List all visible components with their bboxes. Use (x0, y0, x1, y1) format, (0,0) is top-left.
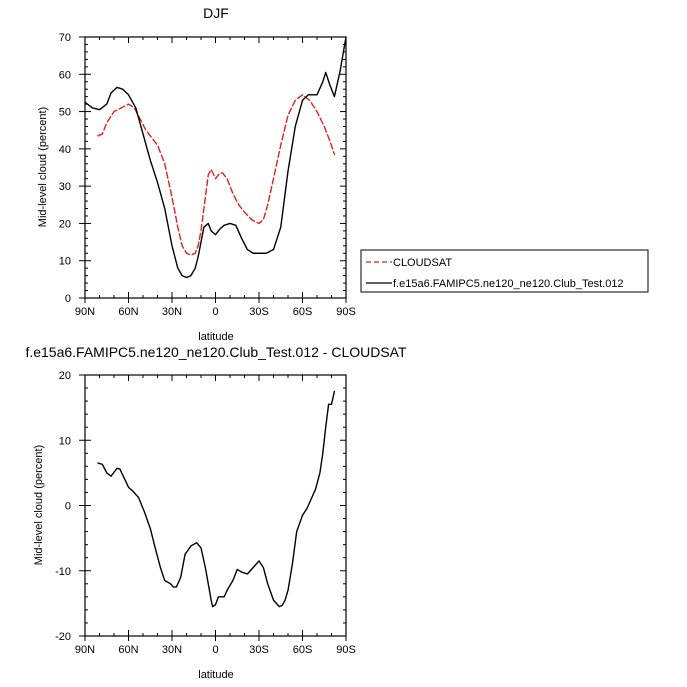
y-tick-label: 50 (59, 107, 71, 119)
bottom-panel: f.e15a6.FAMIPC5.ne120_ne120.Club_Test.01… (25, 344, 407, 681)
y-tick-label: 70 (59, 32, 71, 44)
y-tick-label: -10 (55, 566, 71, 578)
top-series-group (84, 36, 347, 279)
legend-label-cloudsat: CLOUDSAT (393, 257, 452, 269)
x-tick-label: 0 (212, 644, 218, 656)
bottom-series-line-0 (97, 390, 336, 608)
y-tick-label: 60 (59, 69, 71, 81)
x-tick-label: 90S (336, 306, 356, 318)
x-tick-label: 30S (249, 306, 269, 318)
y-tick-label: 10 (59, 435, 71, 447)
x-tick-label: 0 (212, 306, 218, 318)
y-tick-label: 30 (59, 181, 71, 193)
x-tick-label: 90N (75, 306, 95, 318)
top-x-axis-label: latitude (198, 331, 233, 343)
x-tick-label: 60S (293, 644, 313, 656)
legend-box (360, 249, 649, 293)
bottom-axis-ticks: 90N 60N 30N 0 30S 60S 90S -20 -10 0 10 20 (55, 370, 356, 656)
y-tick-label: 10 (59, 256, 71, 268)
bottom-series-group (97, 390, 336, 608)
top-panel: DJF 90N 60N 30N 0 30S 60S 90S 0 10 20 30 40 50 60 70 l… (37, 5, 356, 343)
x-tick-label: 30N (162, 644, 182, 656)
x-tick-label: 30N (162, 306, 182, 318)
legend-label-model: f.e15a6.FAMIPC5.ne120_ne120.Club_Test.01… (393, 278, 624, 290)
x-tick-label: 60S (293, 306, 313, 318)
x-tick-label: 90S (336, 644, 356, 656)
y-tick-label: 20 (59, 218, 71, 230)
top-series-line-0 (97, 94, 336, 256)
x-tick-label: 60N (118, 644, 138, 656)
bottom-x-axis-label: latitude (198, 669, 233, 681)
bottom-plot-frame (84, 374, 347, 637)
y-tick-label: 40 (59, 144, 71, 156)
y-tick-label: 20 (59, 370, 71, 382)
top-plot-frame (84, 36, 347, 299)
top-axis-ticks: 90N 60N 30N 0 30S 60S 90S 0 10 20 30 40 50 60 70 (59, 32, 356, 318)
legend: CLOUDSAT f.e15a6.FAMIPC5.ne120_ne120.Clu… (360, 249, 649, 293)
x-tick-label: 30S (249, 644, 269, 656)
y-tick-label: -20 (55, 631, 71, 643)
y-tick-label: 0 (65, 293, 71, 305)
top-series-line-1 (84, 36, 347, 279)
x-tick-label: 90N (75, 644, 95, 656)
top-chart-title: DJF (203, 5, 229, 21)
bottom-chart-title: f.e15a6.FAMIPC5.ne120_ne120.Club_Test.01… (25, 344, 407, 360)
top-y-axis-label: Mid-level cloud (percent) (37, 107, 49, 227)
y-tick-label: 0 (65, 501, 71, 513)
bottom-y-axis-label: Mid-level cloud (percent) (33, 445, 45, 565)
x-tick-label: 60N (118, 306, 138, 318)
